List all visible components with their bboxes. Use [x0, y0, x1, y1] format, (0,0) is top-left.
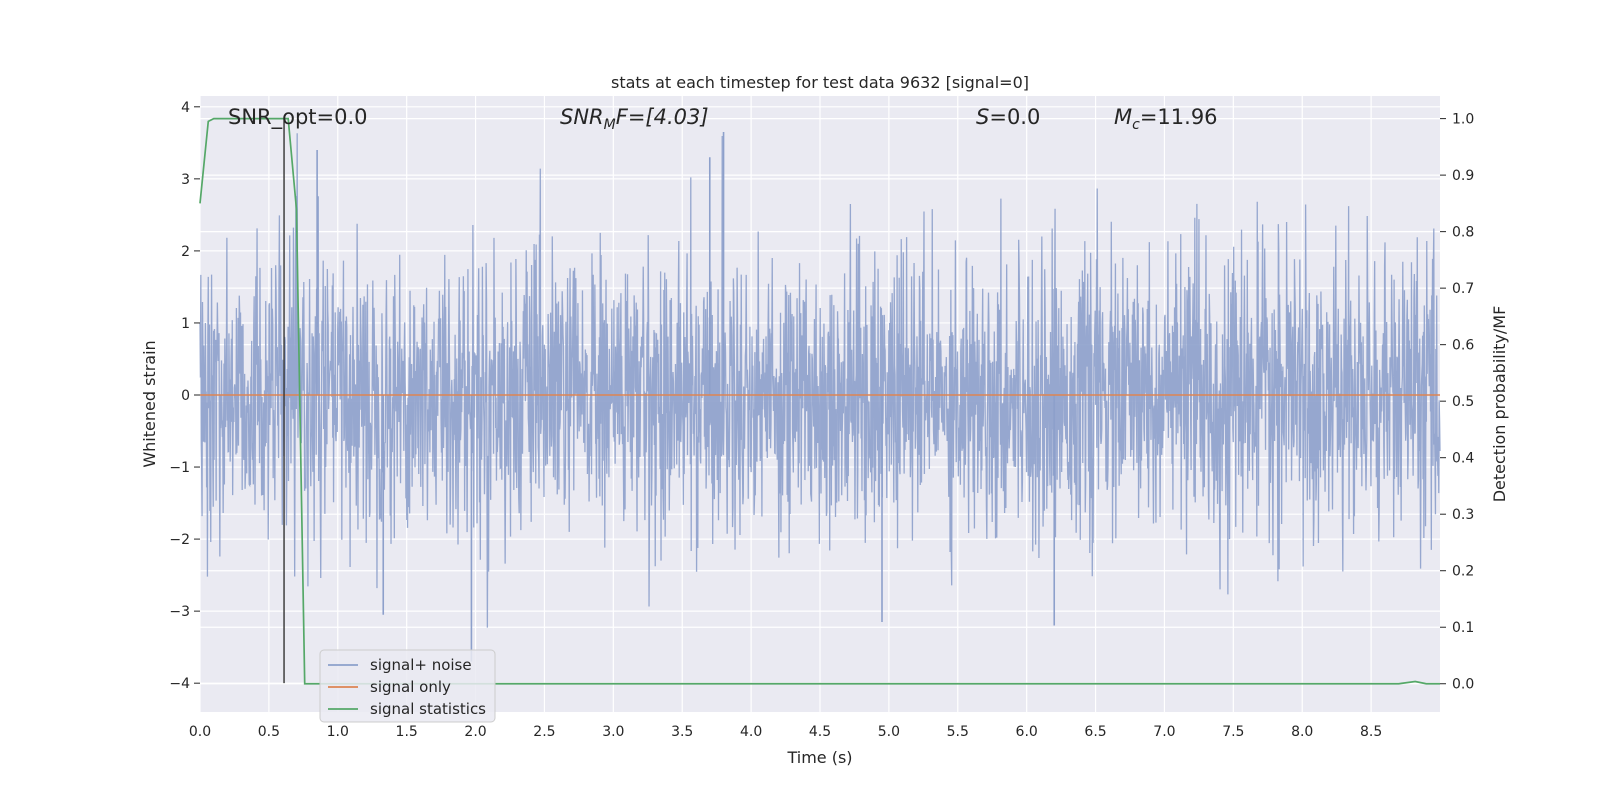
x-tick-label: 0.5	[258, 724, 280, 740]
annotation-snr-mf: SNRMF=[4.03]	[560, 105, 709, 133]
x-tick-label: 3.5	[671, 724, 693, 740]
y-right-tick-label: 0.7	[1452, 281, 1474, 297]
x-tick-label: 0.0	[189, 724, 211, 740]
annotation-mc-main: M	[1114, 105, 1132, 129]
annotation-snr-mf-main: SNR	[560, 105, 604, 129]
annotation-snr-mf-sub: M	[604, 117, 616, 133]
legend-box	[319, 649, 496, 723]
signal-noise-trace	[199, 133, 1441, 628]
x-tick-label: 2.5	[533, 724, 555, 740]
y-right-tick-label: 0.8	[1452, 225, 1474, 241]
x-tick-label: 6.5	[1084, 724, 1106, 740]
x-tick-label: 6.0	[1016, 724, 1038, 740]
x-tick-label: 5.0	[878, 724, 900, 740]
y-left-tick-label: 3	[181, 172, 190, 188]
y-left-tick-label: −3	[169, 604, 190, 620]
x-tick-label: 1.0	[327, 724, 349, 740]
y-left-tick-label: 4	[181, 100, 190, 116]
y-right-tick-label: 0.4	[1452, 451, 1474, 467]
x-tick-label: 5.5	[947, 724, 969, 740]
x-tick-label: 3.0	[602, 724, 624, 740]
y-right-tick-label: 0.5	[1452, 394, 1474, 410]
y-axis-right-label: Detection probability/MF	[1490, 306, 1509, 503]
annotation-snr-opt: SNR_opt=0.0	[228, 105, 368, 130]
legend: signal+ noise signal only signal statistic…	[319, 649, 496, 723]
y-axis-left-label: Whitened strain	[140, 340, 159, 467]
annotation-mc-sub: c	[1132, 117, 1140, 133]
y-left-tick-label: −1	[169, 460, 190, 476]
y-right-tick-label: 0.6	[1452, 338, 1474, 354]
legend-label: signal statistics	[370, 700, 486, 718]
x-tick-label: 4.0	[740, 724, 762, 740]
x-tick-label: 8.5	[1360, 724, 1382, 740]
annotation-s: S=0.0	[976, 105, 1040, 129]
chart-title: stats at each timestep for test data 963…	[611, 73, 1029, 92]
annotation-snr-mf-rest: F=[4.03]	[616, 105, 709, 129]
x-tick-label: 2.0	[464, 724, 486, 740]
y-right-tick-label: 0.0	[1452, 677, 1474, 693]
y-right-tick-label: 1.0	[1452, 112, 1474, 128]
annotation-s-rest: =0.0	[989, 105, 1040, 129]
series-signal-noise	[199, 132, 1441, 662]
ticks: 0.0 0.5 1.0 1.5 2.0 2.5 3.0 3.5 4.0 4.5 5.0 5.5 6.0 6…	[169, 100, 1474, 740]
x-axis-label: Time (s)	[786, 748, 852, 767]
annotation-mc: Mc=11.96	[1114, 105, 1218, 133]
y-left-tick-label: 2	[181, 244, 190, 260]
y-right-tick-label: 0.2	[1452, 564, 1474, 580]
y-left-tick-label: −2	[169, 532, 190, 548]
x-tick-label: 7.0	[1153, 724, 1175, 740]
y-right-tick-label: 0.9	[1452, 168, 1474, 184]
x-tick-label: 1.5	[396, 724, 418, 740]
y-right-tick-label: 0.1	[1452, 620, 1474, 636]
y-left-tick-label: 1	[181, 316, 190, 332]
annotation-s-main: S	[976, 105, 989, 129]
x-tick-label: 8.0	[1291, 724, 1313, 740]
legend-label: signal+ noise	[370, 656, 472, 674]
y-left-tick-label: 0	[181, 388, 190, 404]
y-right-tick-label: 0.3	[1452, 507, 1474, 523]
x-tick-label: 7.5	[1222, 724, 1244, 740]
x-tick-label: 4.5	[809, 724, 831, 740]
legend-label: signal only	[370, 678, 451, 696]
y-left-tick-label: −4	[169, 676, 190, 692]
annotation-mc-rest: =11.96	[1140, 105, 1218, 129]
